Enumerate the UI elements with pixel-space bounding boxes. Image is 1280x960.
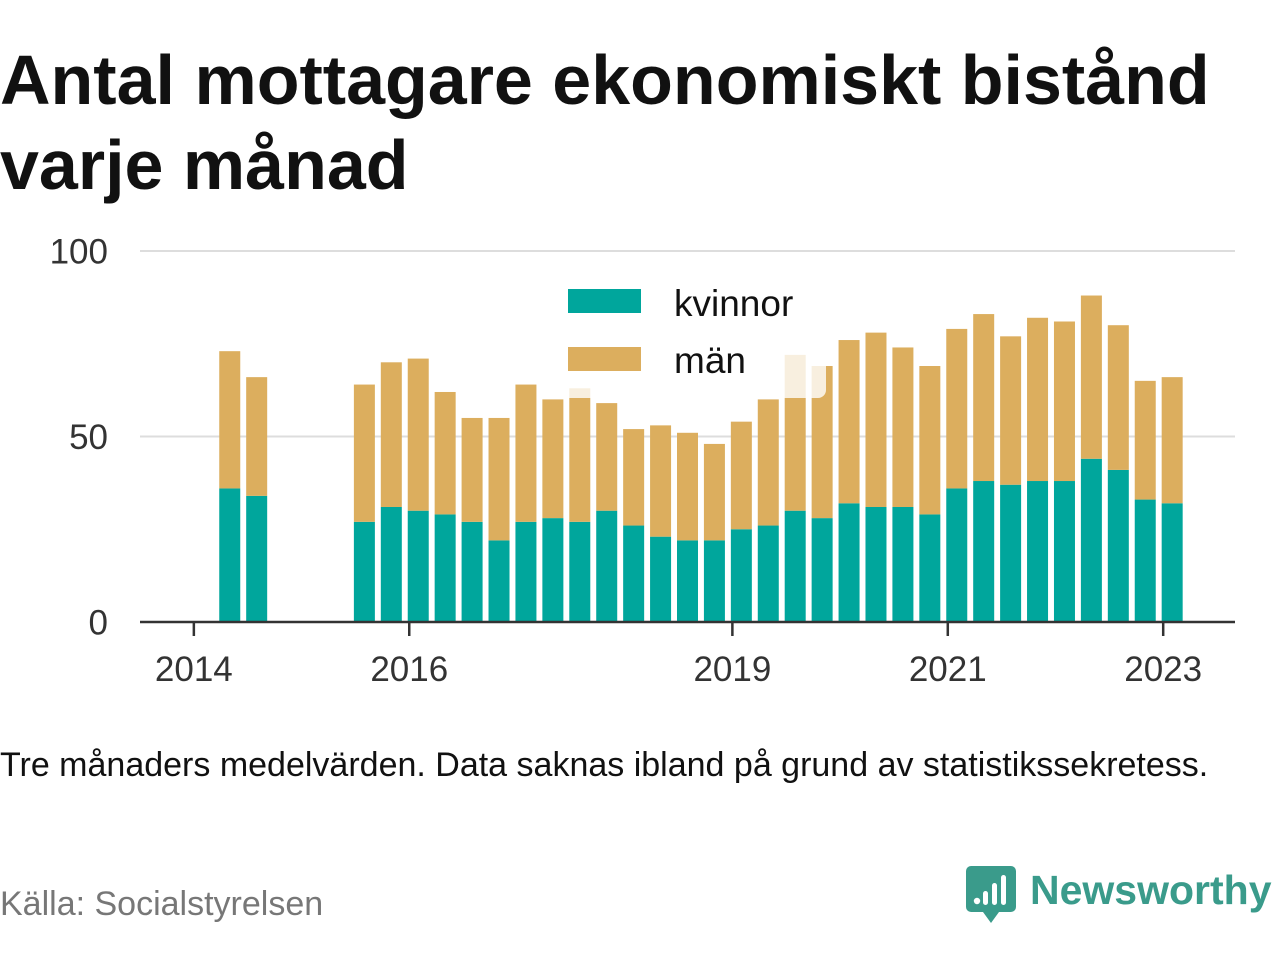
logo-bubble-shape — [966, 866, 1016, 923]
bar-man — [461, 417, 483, 522]
bar-man — [1107, 325, 1129, 470]
bar-kvinnor — [353, 521, 375, 622]
bar-kvinnor — [596, 510, 618, 622]
bar-man — [1027, 317, 1049, 482]
bar-kvinnor — [946, 488, 968, 622]
bar-kvinnor — [542, 518, 564, 622]
bar-kvinnor — [461, 521, 483, 622]
logo-bar-short — [983, 891, 988, 905]
legend-label-man: män — [674, 340, 746, 381]
bar-kvinnor — [865, 506, 887, 622]
bar-kvinnor — [892, 506, 914, 622]
bars — [219, 295, 1183, 622]
y-tick-label: 100 — [50, 233, 108, 272]
bar-man — [569, 388, 591, 522]
bar-kvinnor — [515, 521, 537, 622]
bar-man — [677, 432, 698, 541]
bar-kvinnor — [730, 529, 752, 622]
x-tick-label: 2021 — [909, 650, 987, 689]
bar-kvinnor — [784, 510, 806, 622]
bar-man — [892, 347, 914, 507]
chart-title: Antal mottagare ekonomiskt bistånd varje… — [0, 41, 1210, 204]
y-tick-label: 50 — [69, 418, 108, 457]
bar-kvinnor — [434, 514, 456, 622]
y-tick-label: 0 — [89, 604, 108, 643]
stacked-bar-chart: 0 50 100 2014 2016 2019 2021 2023 kvinnor män — [50, 233, 1235, 689]
bar-man — [246, 377, 268, 496]
bar-kvinnor — [219, 488, 241, 622]
bar-man — [488, 417, 510, 541]
bar-man — [1161, 377, 1183, 504]
bar-kvinnor — [838, 503, 860, 622]
bar-kvinnor — [757, 525, 779, 622]
bar-man — [542, 399, 564, 519]
x-tick-label: 2014 — [155, 650, 233, 689]
bar-kvinnor — [407, 510, 429, 622]
newsworthy-bubble-chart-icon — [966, 866, 1016, 923]
bar-kvinnor — [1107, 469, 1129, 622]
bar-man — [650, 425, 672, 537]
bar-kvinnor — [919, 514, 941, 622]
bar-man — [380, 362, 402, 507]
bar-man — [515, 384, 537, 522]
bar-kvinnor — [1134, 499, 1156, 622]
legend-swatch-man — [568, 347, 641, 371]
bar-man — [1134, 380, 1156, 500]
legend: kvinnor män — [556, 272, 826, 398]
bar-kvinnor — [1161, 503, 1183, 622]
bar-man — [757, 399, 779, 526]
legend-swatch-kvinnor — [568, 289, 641, 313]
bar-kvinnor — [811, 518, 833, 622]
bar-man — [1053, 321, 1075, 482]
bar-kvinnor — [1053, 481, 1075, 622]
logo-dot — [973, 897, 981, 905]
bar-man — [919, 366, 941, 515]
bar-man — [434, 391, 456, 515]
bar-man — [219, 351, 241, 489]
bar-man — [1080, 295, 1102, 459]
logo-bar-tall — [1001, 875, 1006, 905]
bar-man — [407, 358, 429, 511]
bar-man — [703, 443, 725, 541]
bar-man — [865, 332, 887, 507]
x-tick-label: 2016 — [370, 650, 448, 689]
bar-kvinnor — [703, 540, 725, 622]
bar-kvinnor — [623, 525, 645, 622]
bar-man — [973, 314, 995, 482]
newsworthy-logo: Newsworthy — [966, 866, 1276, 924]
bar-man — [623, 429, 645, 526]
bar-kvinnor — [1080, 458, 1102, 622]
axes: 0 50 100 2014 2016 2019 2021 2023 — [50, 233, 1235, 689]
source-note: Källa: Socialstyrelsen — [0, 885, 324, 923]
bar-kvinnor — [973, 481, 995, 622]
logo-bar-medium — [992, 883, 997, 905]
bar-man — [353, 384, 375, 522]
x-tick-label: 2023 — [1124, 650, 1202, 689]
bar-man — [811, 366, 833, 519]
bar-kvinnor — [1000, 484, 1022, 622]
bar-kvinnor — [380, 506, 402, 622]
bar-kvinnor — [488, 540, 510, 622]
bar-man — [730, 421, 752, 530]
bar-kvinnor — [677, 540, 698, 622]
legend-label-kvinnor: kvinnor — [674, 283, 793, 324]
bar-man — [596, 403, 618, 511]
logo-text: Newsworthy — [1030, 867, 1272, 913]
bar-man — [946, 328, 968, 489]
bar-man — [1000, 336, 1022, 485]
bar-kvinnor — [569, 521, 591, 622]
chart-caption: Tre månaders medelvärden. Data saknas ib… — [0, 746, 1209, 784]
x-tick-label: 2019 — [693, 650, 771, 689]
bar-kvinnor — [650, 536, 672, 622]
bar-kvinnor — [1027, 481, 1049, 622]
bar-kvinnor — [246, 495, 268, 622]
bar-man — [838, 340, 860, 504]
